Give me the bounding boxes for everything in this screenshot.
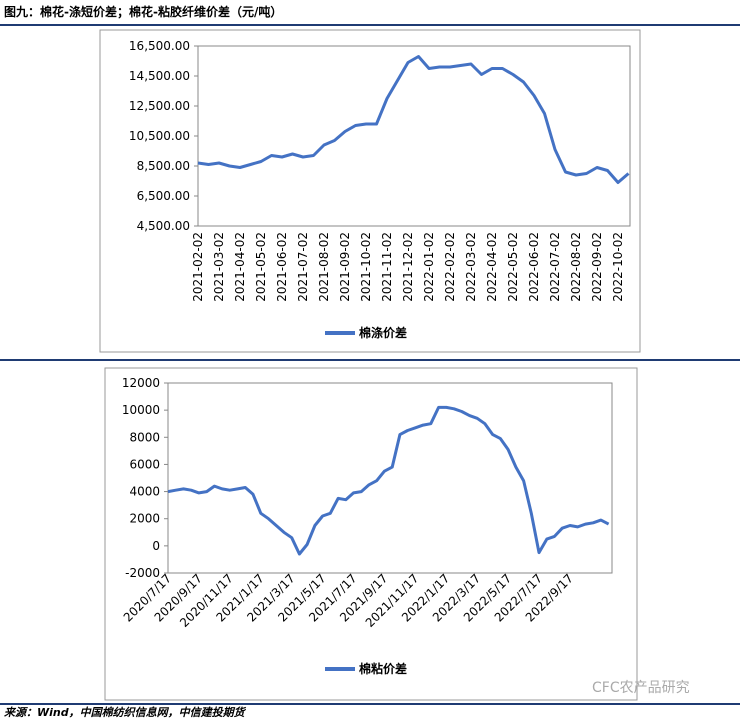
x-tick-label: 2021-10-02 bbox=[359, 232, 373, 302]
y-tick-label: 0 bbox=[152, 539, 160, 553]
y-tick-label: 4,500.00 bbox=[137, 219, 190, 233]
x-tick-label: 2022-07-02 bbox=[548, 232, 562, 302]
y-tick-label: 14,500.00 bbox=[129, 69, 190, 83]
plot-area bbox=[197, 45, 631, 227]
y-tick-label: 6,500.00 bbox=[137, 189, 190, 203]
x-tick-label: 2021-12-02 bbox=[401, 232, 415, 302]
x-tick-label: 2021-09-02 bbox=[338, 232, 352, 302]
x-tick-label: 2021-04-02 bbox=[233, 232, 247, 302]
legend-label: 棉涤价差 bbox=[359, 325, 407, 340]
chart-frame bbox=[104, 367, 638, 701]
x-tick-label: 2021-02-02 bbox=[191, 232, 205, 302]
x-tick-label: 2022-08-02 bbox=[569, 232, 583, 302]
y-tick-label: 10,500.00 bbox=[129, 129, 190, 143]
y-tick-label: 8000 bbox=[129, 430, 160, 444]
x-tick-label: 2022-09-02 bbox=[590, 232, 604, 302]
data-line bbox=[167, 405, 610, 556]
y-tick-label: 8,500.00 bbox=[137, 159, 190, 173]
x-tick-label: 2022-01-02 bbox=[422, 232, 436, 302]
x-tick-label: 2022-05-02 bbox=[506, 232, 520, 302]
legend-label: 棉粘价差 bbox=[359, 661, 407, 676]
plot-area bbox=[167, 382, 613, 574]
y-tick-label: 6000 bbox=[129, 457, 160, 471]
x-tick-label: 2022-03-02 bbox=[464, 232, 478, 302]
figure-title: 图九：棉花-涤短价差；棉花-粘胶纤维价差（元/吨） bbox=[4, 4, 282, 19]
x-tick-label: 2022-04-02 bbox=[485, 232, 499, 302]
x-tick-label: 2021-11-02 bbox=[380, 232, 394, 302]
x-tick-label: 2021-08-02 bbox=[317, 232, 331, 302]
x-tick-label: 2021-07-02 bbox=[296, 232, 310, 302]
x-tick-label: 2021-06-02 bbox=[275, 232, 289, 302]
watermark: CFC农产品研究 bbox=[592, 680, 690, 696]
y-tick-label: 2000 bbox=[129, 512, 160, 526]
y-tick-label: 16,500.00 bbox=[129, 39, 190, 53]
chart-frame bbox=[99, 29, 641, 353]
y-tick-label: 4000 bbox=[129, 485, 160, 499]
y-tick-label: 12,500.00 bbox=[129, 99, 190, 113]
y-tick-label: 10000 bbox=[122, 403, 160, 417]
x-tick-label: 2022-06-02 bbox=[527, 232, 541, 302]
y-tick-label: -2000 bbox=[125, 566, 160, 580]
source: 来源：Wind，中国棉纺织信息网，中信建投期货 bbox=[4, 706, 247, 719]
data-line bbox=[197, 55, 630, 184]
x-tick-label: 2022-02-02 bbox=[443, 232, 457, 302]
y-tick-label: 12000 bbox=[122, 376, 160, 390]
x-tick-label: 2022-10-02 bbox=[611, 232, 625, 302]
x-tick-label: 2021-03-02 bbox=[212, 232, 226, 302]
x-tick-label: 2021-05-02 bbox=[254, 232, 268, 302]
